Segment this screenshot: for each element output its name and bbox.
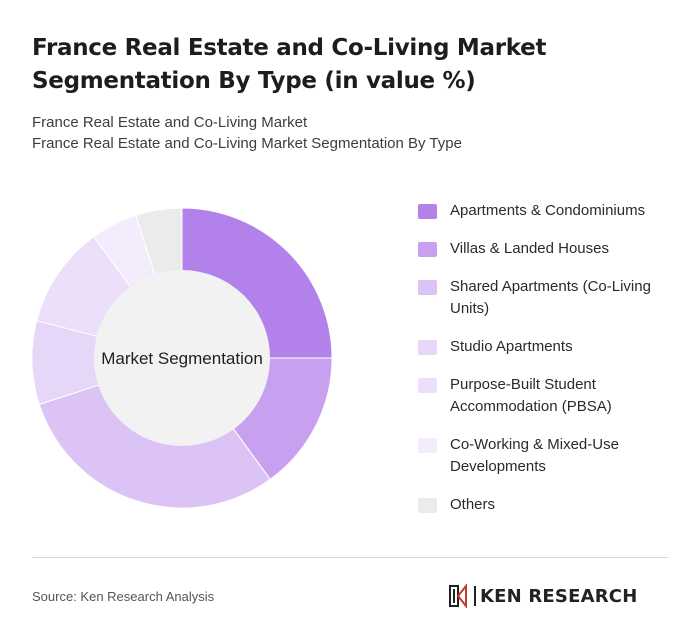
legend-swatch-6 (418, 438, 437, 453)
ken-research-k-logo-icon (449, 584, 467, 608)
donut-center (94, 270, 270, 446)
ken-research-logo: KEN RESEARCH (448, 584, 637, 608)
legend-swatch-2 (418, 242, 437, 257)
legend-item-1[interactable]: Apartments & Condominiums (418, 200, 678, 222)
donut-center-label: Market Segmentation (101, 349, 263, 368)
subtitle-market: France Real Estate and Co-Living Market (32, 114, 308, 131)
legend-item-3[interactable]: Shared Apartments (Co-Living Units) (418, 276, 678, 320)
legend-item-7[interactable]: Others (418, 494, 678, 516)
legend-swatch-4 (418, 340, 437, 355)
legend-item-4[interactable]: Studio Apartments (418, 336, 678, 358)
legend-swatch-5 (418, 378, 437, 393)
legend-label-7: Others (450, 496, 496, 513)
chart-subtitle: France Real Estate and Co-Living Market … (32, 112, 652, 154)
source-note: Source: Ken Research Analysis (32, 589, 215, 604)
legend-label-3: Shared Apartments (Co-Living Units) (450, 278, 651, 317)
logo-separator (474, 586, 476, 606)
legend-swatch-7 (418, 498, 437, 513)
legend-label-5: Purpose-Built Student Accommodation (PBS… (450, 376, 612, 415)
legend-label-4: Studio Apartments (450, 338, 573, 355)
chart-title: France Real Estate and Co-Living Market … (32, 35, 547, 94)
logo-text: KEN RESEARCH (480, 585, 638, 607)
legend-label-6: Co-Working & Mixed-Use Developments (450, 436, 619, 475)
legend-item-2[interactable]: Villas & Landed Houses (418, 238, 678, 260)
legend-label-1: Apartments & Condominiums (450, 202, 646, 219)
chart-legend: Apartments & Condominiums Villas & Landed… (418, 200, 678, 532)
legend-swatch-3 (418, 280, 437, 295)
legend-item-5[interactable]: Purpose-Built Student Accommodation (PBS… (418, 374, 678, 418)
footer-divider (32, 557, 668, 558)
legend-swatch-1 (418, 204, 437, 219)
legend-item-6[interactable]: Co-Working & Mixed-Use Developments (418, 434, 678, 478)
donut-chart: Market Segmentation (31, 207, 333, 509)
subtitle-segmentation: France Real Estate and Co-Living Market … (32, 135, 462, 152)
legend-label-2: Villas & Landed Houses (450, 240, 609, 257)
